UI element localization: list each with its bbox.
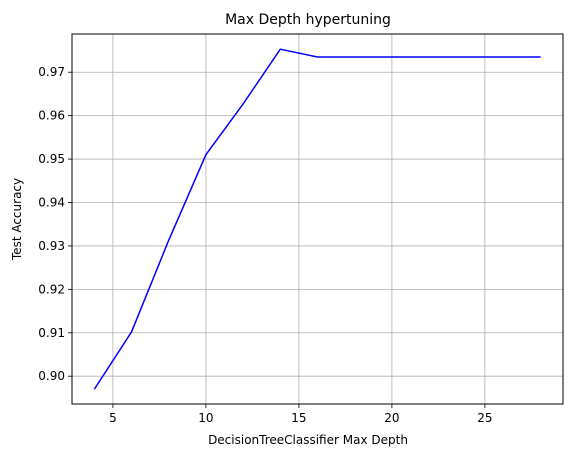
x-tick-label: 10	[198, 411, 213, 425]
x-tick-label: 15	[291, 411, 306, 425]
y-tick-label: 0.92	[38, 282, 65, 296]
y-tick-label: 0.97	[38, 65, 65, 79]
y-axis-ticks: 0.90 0.91 0.92 0.93 0.94 0.95 0.96 0.97	[38, 65, 72, 383]
y-tick-label: 0.96	[38, 109, 65, 123]
y-tick-label: 0.91	[38, 326, 65, 340]
y-tick-label: 0.90	[38, 369, 65, 383]
y-tick-label: 0.93	[38, 239, 65, 253]
x-tick-label: 25	[477, 411, 492, 425]
x-tick-label: 5	[109, 411, 117, 425]
series-line	[93, 48, 541, 390]
x-tick-label: 20	[384, 411, 399, 425]
grid-lines	[72, 34, 563, 404]
series-layer	[93, 48, 541, 390]
x-axis-ticks: 5 10 15 20 25	[109, 404, 493, 425]
x-axis-label: DecisionTreeClassifier Max Depth	[208, 433, 408, 447]
y-tick-label: 0.94	[38, 195, 65, 209]
chart-title: Max Depth hypertuning	[225, 12, 391, 28]
y-tick-label: 0.95	[38, 152, 65, 166]
plot-frame	[71, 33, 564, 405]
y-axis-label: Test Accuracy	[10, 178, 24, 261]
